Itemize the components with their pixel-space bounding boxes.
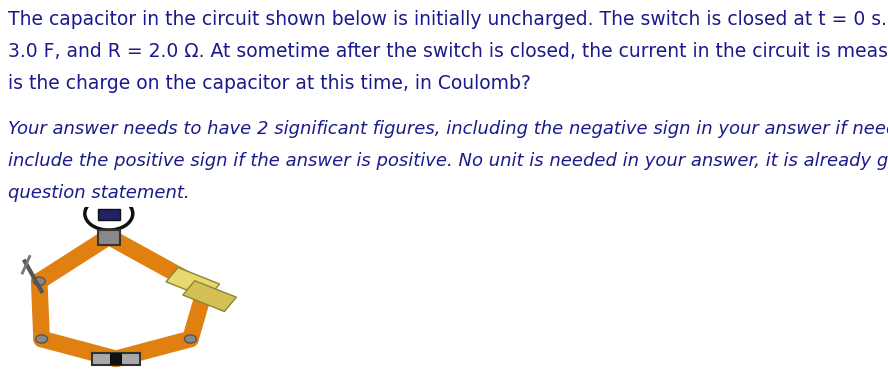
- Bar: [98, 209, 120, 220]
- Text: question statement.: question statement.: [8, 184, 190, 202]
- Circle shape: [199, 285, 210, 294]
- Circle shape: [36, 335, 48, 343]
- Bar: [110, 353, 122, 364]
- Polygon shape: [166, 267, 219, 298]
- Polygon shape: [183, 281, 236, 311]
- Bar: [92, 353, 140, 364]
- Circle shape: [185, 335, 196, 343]
- Text: Your answer needs to have 2 significant figures, including the negative sign in : Your answer needs to have 2 significant …: [8, 120, 888, 138]
- Text: is the charge on the capacitor at this time, in Coulomb?: is the charge on the capacitor at this t…: [8, 74, 531, 93]
- Bar: [98, 230, 120, 245]
- Circle shape: [33, 277, 45, 285]
- Circle shape: [103, 233, 115, 241]
- Text: The capacitor in the circuit shown below is initially uncharged. The switch is c: The capacitor in the circuit shown below…: [8, 10, 888, 29]
- Text: 3.0 F, and R = 2.0 Ω. At sometime after the switch is closed, the current in the: 3.0 F, and R = 2.0 Ω. At sometime after …: [8, 42, 888, 61]
- Circle shape: [110, 354, 122, 363]
- Text: include the positive sign if the answer is positive. No unit is needed in your a: include the positive sign if the answer …: [8, 152, 888, 170]
